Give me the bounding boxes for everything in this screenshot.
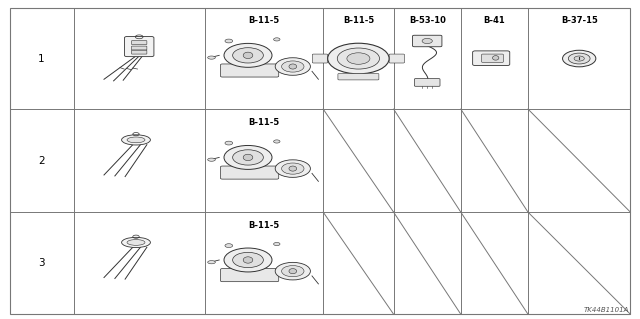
- Ellipse shape: [224, 43, 272, 67]
- Ellipse shape: [289, 64, 296, 69]
- Text: B-11-5: B-11-5: [248, 118, 280, 127]
- Circle shape: [337, 48, 380, 69]
- Circle shape: [225, 141, 233, 145]
- Ellipse shape: [243, 154, 253, 160]
- Ellipse shape: [233, 150, 264, 165]
- Ellipse shape: [127, 240, 145, 245]
- Ellipse shape: [224, 145, 272, 169]
- FancyBboxPatch shape: [220, 166, 279, 179]
- Text: TK44B1101A: TK44B1101A: [584, 307, 629, 313]
- Ellipse shape: [275, 58, 310, 75]
- FancyBboxPatch shape: [312, 54, 328, 63]
- Ellipse shape: [122, 135, 150, 145]
- Text: B-11-5: B-11-5: [248, 221, 280, 230]
- FancyBboxPatch shape: [220, 64, 279, 77]
- Circle shape: [568, 53, 590, 64]
- Text: 3: 3: [38, 258, 45, 268]
- FancyBboxPatch shape: [389, 54, 404, 63]
- Ellipse shape: [207, 56, 215, 59]
- Circle shape: [225, 39, 233, 43]
- Circle shape: [422, 38, 433, 44]
- Circle shape: [274, 140, 280, 143]
- FancyBboxPatch shape: [132, 41, 147, 44]
- Ellipse shape: [282, 61, 304, 72]
- Ellipse shape: [207, 158, 215, 161]
- Ellipse shape: [282, 163, 304, 174]
- Ellipse shape: [233, 252, 264, 268]
- FancyBboxPatch shape: [415, 78, 440, 86]
- FancyBboxPatch shape: [472, 51, 509, 66]
- Ellipse shape: [275, 160, 310, 177]
- Circle shape: [225, 244, 233, 248]
- FancyBboxPatch shape: [132, 50, 147, 54]
- FancyBboxPatch shape: [338, 73, 379, 80]
- Circle shape: [574, 56, 584, 61]
- Ellipse shape: [243, 257, 253, 263]
- FancyBboxPatch shape: [132, 46, 147, 50]
- Ellipse shape: [282, 265, 304, 277]
- Circle shape: [563, 50, 596, 67]
- Circle shape: [328, 43, 389, 74]
- FancyBboxPatch shape: [124, 37, 154, 57]
- Ellipse shape: [275, 262, 310, 280]
- Ellipse shape: [127, 137, 145, 143]
- Text: B-41: B-41: [484, 16, 505, 25]
- Text: B-53-10: B-53-10: [409, 16, 445, 25]
- Text: B-11-5: B-11-5: [343, 16, 374, 25]
- Text: 1: 1: [38, 54, 45, 63]
- Text: B-37-15: B-37-15: [561, 16, 598, 25]
- Ellipse shape: [122, 237, 150, 248]
- Ellipse shape: [224, 248, 272, 272]
- Text: 2: 2: [38, 156, 45, 166]
- Text: B-11-5: B-11-5: [248, 16, 280, 25]
- FancyBboxPatch shape: [481, 54, 504, 63]
- Ellipse shape: [207, 261, 215, 264]
- Ellipse shape: [233, 48, 264, 63]
- Circle shape: [274, 38, 280, 41]
- FancyBboxPatch shape: [412, 35, 442, 47]
- Ellipse shape: [289, 269, 296, 274]
- Ellipse shape: [493, 56, 499, 60]
- Ellipse shape: [243, 52, 253, 59]
- Ellipse shape: [289, 166, 296, 171]
- FancyBboxPatch shape: [220, 269, 279, 282]
- Circle shape: [347, 53, 370, 64]
- Circle shape: [274, 242, 280, 246]
